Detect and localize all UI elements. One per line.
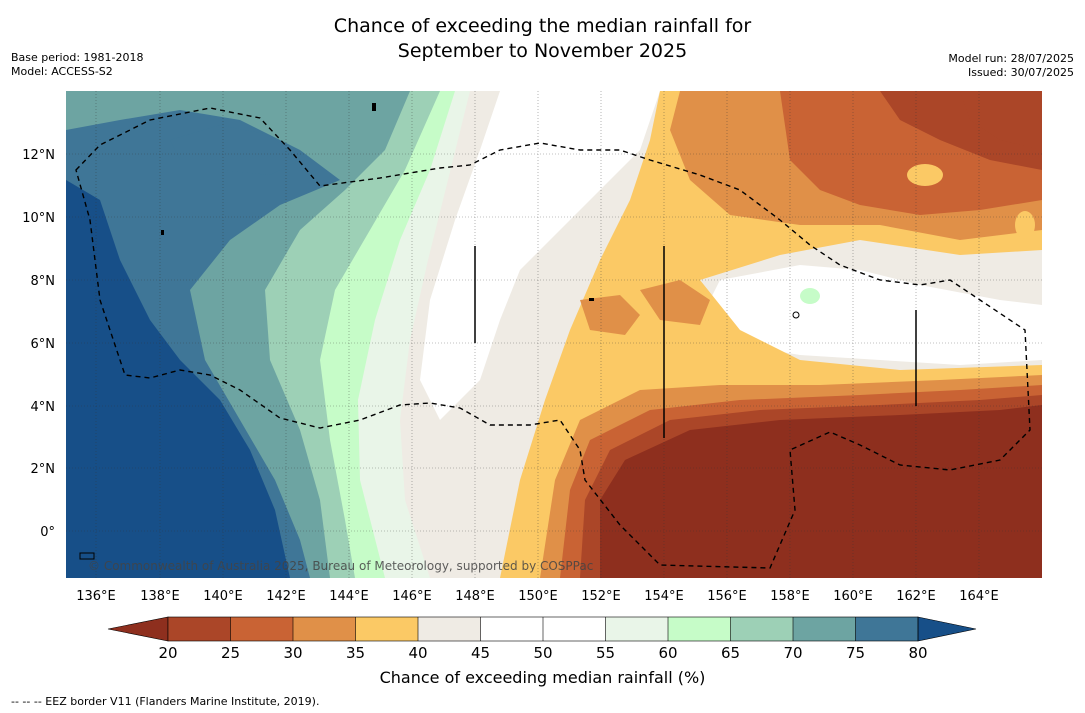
colorbar-label: 80 bbox=[908, 644, 927, 662]
x-tick-label: 142°E bbox=[266, 589, 306, 604]
colorbar-swatch bbox=[293, 617, 356, 641]
map-title: Chance of exceeding the median rainfall … bbox=[0, 14, 1085, 64]
colorbar-swatch bbox=[605, 617, 668, 641]
colorbar-swatch bbox=[230, 617, 293, 641]
colorbar-label: 30 bbox=[283, 644, 302, 662]
issued-date: Issued: 30/07/2025 bbox=[967, 66, 1074, 79]
band-above-80 bbox=[66, 180, 290, 578]
boundary-ticks bbox=[474, 246, 917, 438]
colorbar-high-arrow bbox=[917, 616, 977, 642]
x-tick-label: 136°E bbox=[76, 589, 116, 604]
base-period: Base period: 1981-2018 bbox=[11, 51, 144, 64]
colorbar-swatch bbox=[793, 617, 856, 641]
colorbar-swatch bbox=[418, 617, 481, 641]
colorbar-swatch bbox=[730, 617, 793, 641]
x-tick-label: 146°E bbox=[392, 589, 432, 604]
colorbar-swatch bbox=[543, 617, 606, 641]
eez-border-west bbox=[75, 107, 1031, 569]
y-axis-labels: 12°N 10°N 8°N 6°N 4°N 2°N 0° bbox=[22, 148, 55, 540]
x-axis-labels: 136°E 138°E 140°E 142°E 144°E 146°E 148°… bbox=[76, 589, 999, 604]
colorbar-label: 35 bbox=[346, 644, 365, 662]
patch-yellow-north bbox=[907, 164, 943, 186]
meta-right: Model run: 28/07/2025 Issued: 30/07/2025 bbox=[948, 52, 1074, 80]
patch-yellow-east bbox=[1015, 211, 1035, 239]
y-tick-label: 2°N bbox=[31, 462, 56, 477]
colorbar-swatch bbox=[668, 617, 731, 641]
title-line-2: September to November 2025 bbox=[397, 40, 688, 62]
y-tick-label: 8°N bbox=[31, 274, 56, 289]
y-tick-label: 12°N bbox=[22, 148, 55, 163]
copyright-text: © Commonwealth of Australia 2025, Bureau… bbox=[88, 559, 593, 573]
colorbar-swatch bbox=[355, 617, 418, 641]
band-45-55-east bbox=[700, 265, 1042, 365]
islands bbox=[79, 103, 800, 560]
colorbar-label: 25 bbox=[221, 644, 240, 662]
x-tick-label: 156°E bbox=[707, 589, 747, 604]
colorbar-swatch bbox=[480, 617, 543, 641]
meta-left: Base period: 1981-2018 Model: ACCESS-S2 bbox=[11, 51, 143, 79]
colorbar-swatch bbox=[168, 617, 231, 641]
x-tick-label: 162°E bbox=[896, 589, 936, 604]
colorbar: 20 25 30 35 40 45 50 55 60 65 70 75 80 bbox=[107, 616, 977, 662]
colorbar-title: Chance of exceeding median rainfall (%) bbox=[379, 668, 706, 687]
title-line-1: Chance of exceeding the median rainfall … bbox=[333, 15, 752, 37]
band-below-20 bbox=[600, 405, 1042, 578]
band-45-55 bbox=[420, 91, 660, 420]
x-tick-label: 158°E bbox=[770, 589, 810, 604]
x-tick-label: 152°E bbox=[581, 589, 621, 604]
colorbar-label: 40 bbox=[408, 644, 427, 662]
x-tick-label: 164°E bbox=[959, 589, 999, 604]
x-tick-label: 138°E bbox=[140, 589, 180, 604]
y-tick-label: 4°N bbox=[31, 400, 56, 415]
colorbar-label: 75 bbox=[846, 644, 865, 662]
x-tick-label: 148°E bbox=[455, 589, 495, 604]
x-tick-label: 160°E bbox=[833, 589, 873, 604]
colorbar-swatch bbox=[855, 617, 918, 641]
colorbar-label: 50 bbox=[533, 644, 552, 662]
x-tick-label: 150°E bbox=[518, 589, 558, 604]
band-below-20-north bbox=[960, 91, 1042, 150]
colorbar-label: 70 bbox=[783, 644, 802, 662]
colorbar-label: 20 bbox=[158, 644, 177, 662]
eez-footnote: -- -- -- EEZ border V11 (Flanders Marine… bbox=[11, 695, 320, 708]
y-tick-label: 6°N bbox=[31, 337, 56, 352]
map-area: © Commonwealth of Australia 2025, Bureau… bbox=[66, 91, 1042, 578]
patch-green-east bbox=[800, 288, 820, 304]
colorbar-label: 60 bbox=[658, 644, 677, 662]
colorbar-label: 45 bbox=[471, 644, 490, 662]
model-run: Model run: 28/07/2025 bbox=[948, 52, 1074, 65]
colorbar-label: 65 bbox=[721, 644, 740, 662]
colorbar-label: 55 bbox=[596, 644, 615, 662]
band-30-35-patch bbox=[580, 280, 710, 335]
y-tick-label: 10°N bbox=[22, 211, 55, 226]
colorbar-low-arrow bbox=[107, 616, 169, 642]
model-name: Model: ACCESS-S2 bbox=[11, 65, 113, 78]
y-tick-label: 0° bbox=[40, 525, 55, 540]
x-tick-label: 154°E bbox=[644, 589, 684, 604]
band-patch-north bbox=[170, 125, 300, 175]
eez-borders bbox=[75, 107, 1031, 569]
x-tick-label: 140°E bbox=[203, 589, 243, 604]
x-tick-label: 144°E bbox=[329, 589, 369, 604]
